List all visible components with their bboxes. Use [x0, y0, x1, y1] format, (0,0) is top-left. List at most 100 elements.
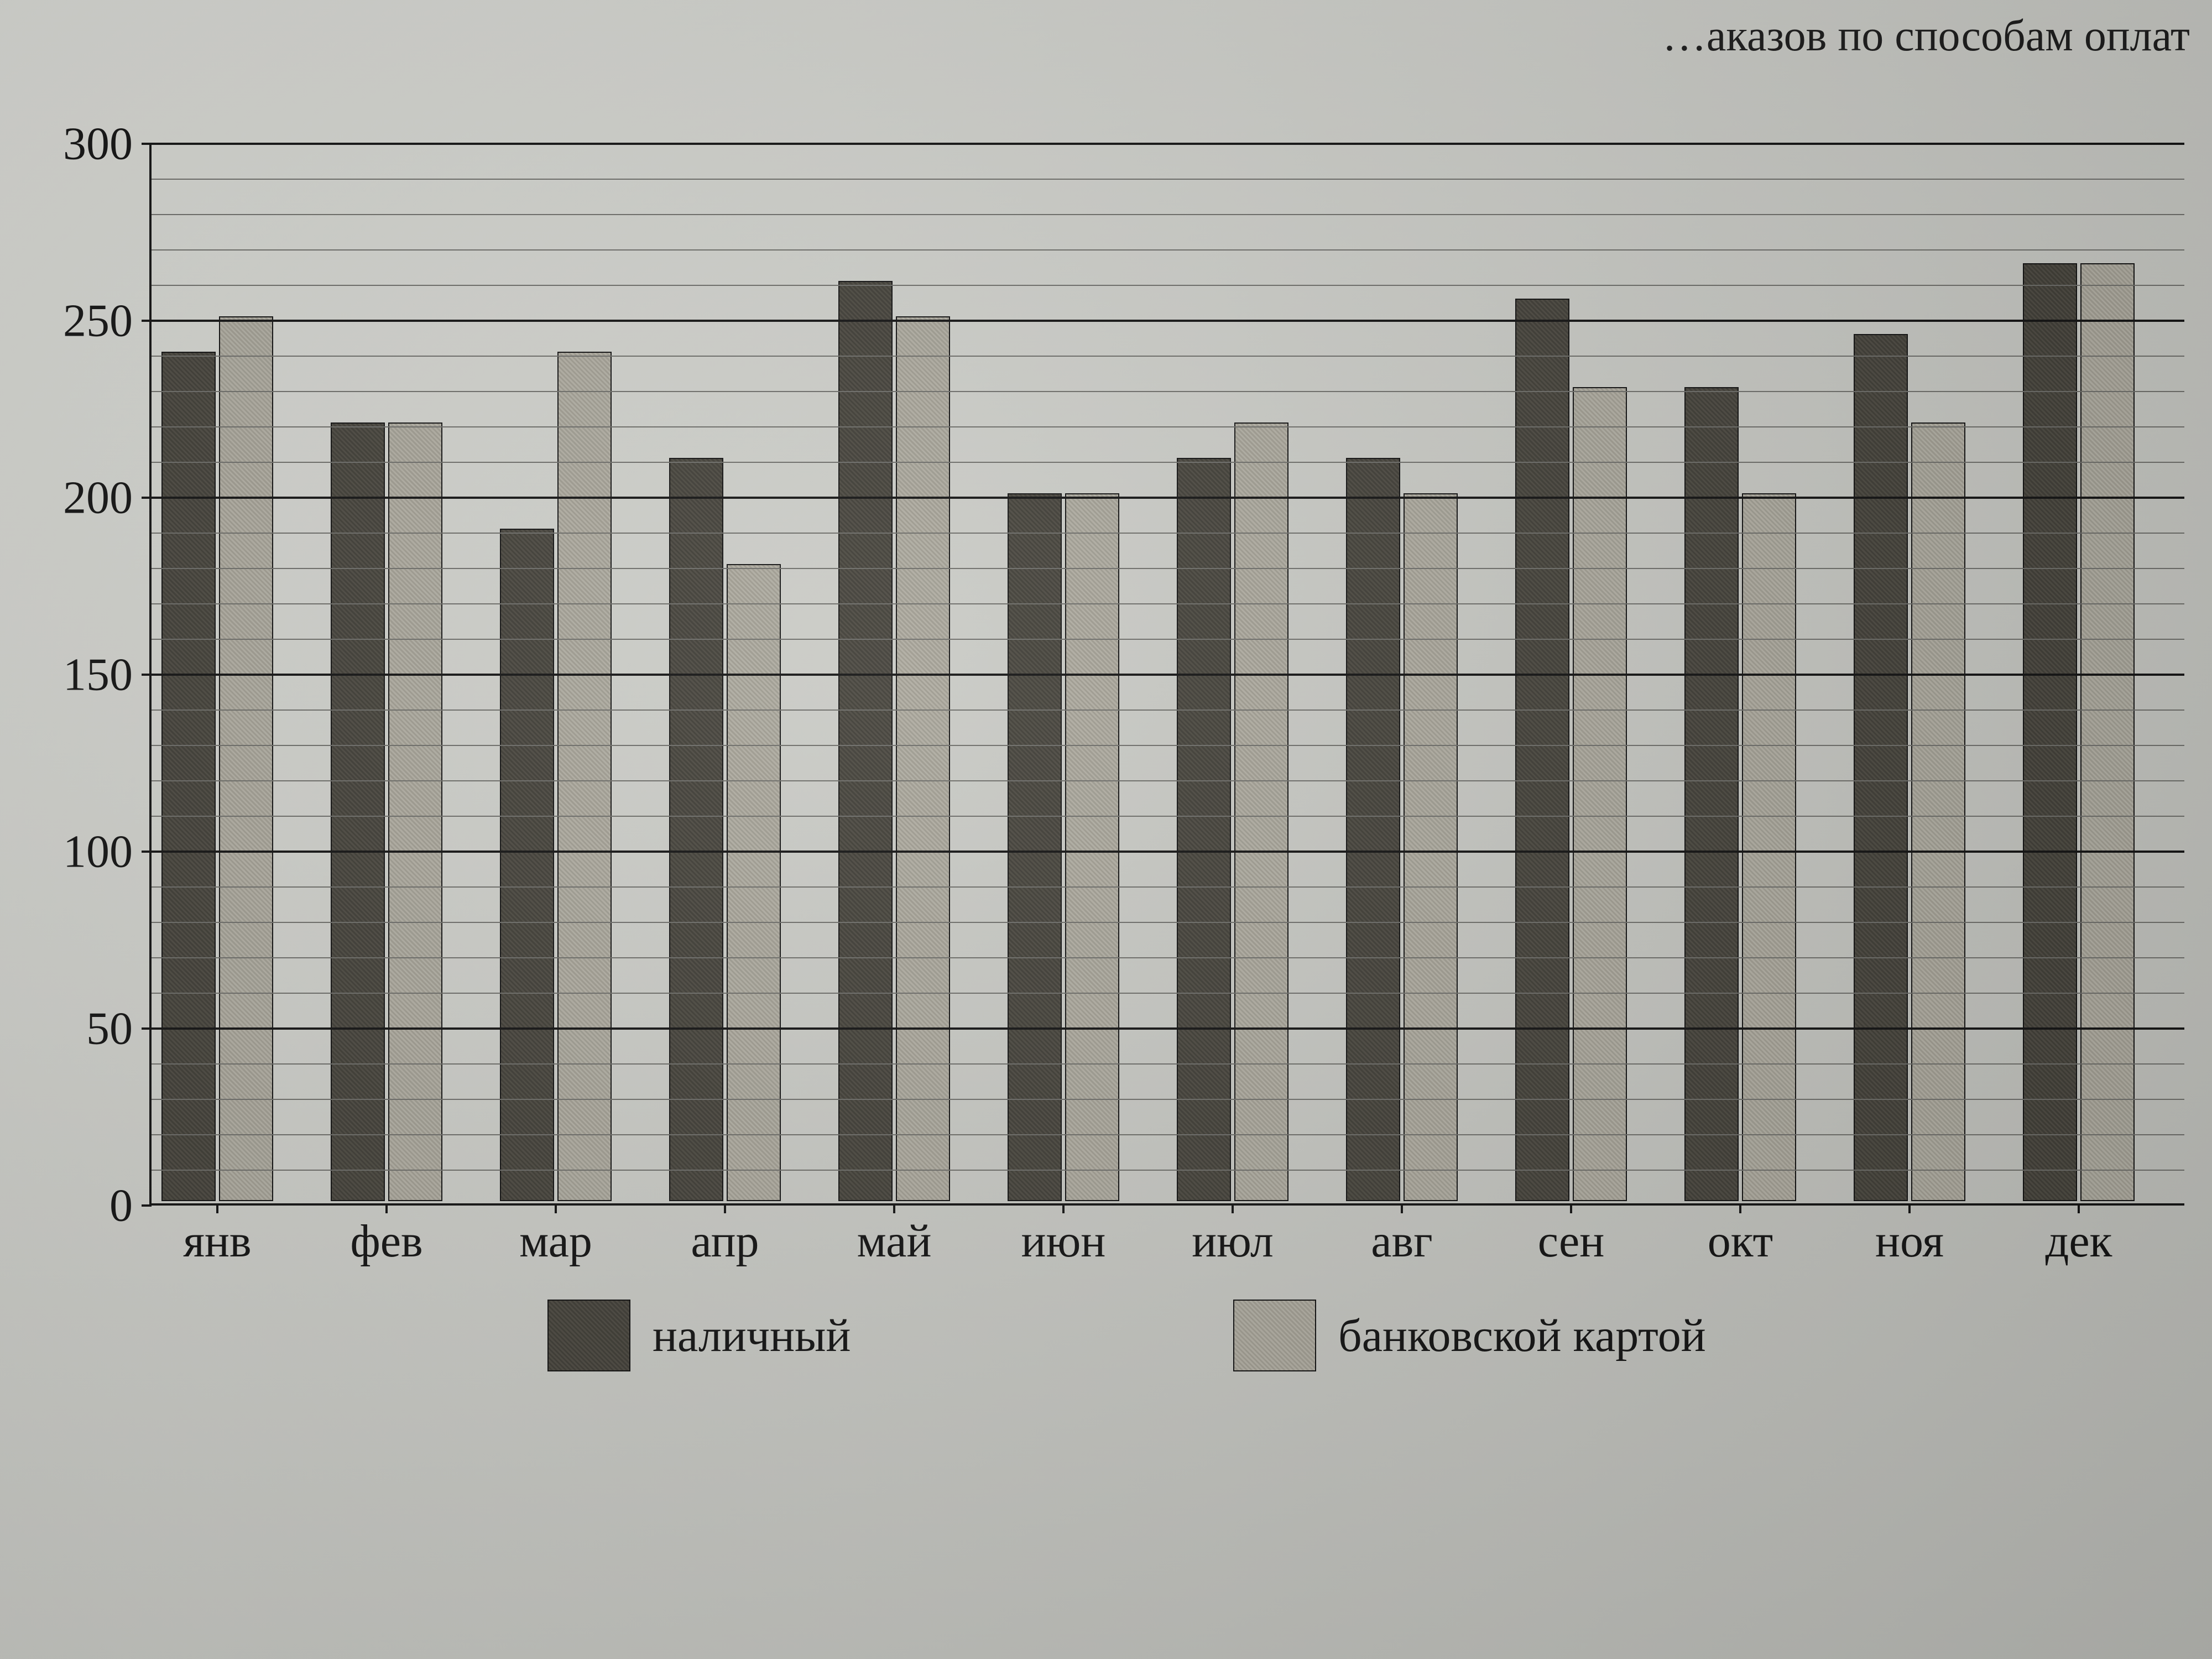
bar-group	[1854, 142, 1965, 1201]
bar-group	[1684, 142, 1796, 1201]
y-tick-mark	[142, 1027, 152, 1030]
orders-by-payment-chart: 050100150200250300 янвфевмарапрмайиюниюл…	[44, 144, 2190, 1360]
legend-swatch	[1233, 1300, 1316, 1371]
x-tick-mark	[1401, 1203, 1403, 1213]
bar-cash	[1684, 387, 1739, 1201]
bar-card	[727, 564, 781, 1201]
x-tick-label: сен	[1538, 1214, 1605, 1268]
gridline-minor	[152, 426, 2184, 427]
x-tick-mark	[555, 1203, 557, 1213]
bar-group	[838, 142, 950, 1201]
bar-group	[161, 142, 273, 1201]
x-tick-mark	[893, 1203, 895, 1213]
x-tick-label: янв	[183, 1214, 251, 1268]
bar-cash	[500, 529, 554, 1201]
x-tick-mark	[1232, 1203, 1234, 1213]
y-tick-label: 100	[44, 825, 133, 879]
x-tick-mark	[1908, 1203, 1911, 1213]
gridline-minor	[152, 285, 2184, 286]
legend-item: банковской картой	[1233, 1300, 1706, 1371]
bar-card	[2080, 263, 2135, 1201]
bar-group	[500, 142, 612, 1201]
y-tick-label: 50	[44, 1002, 133, 1056]
legend-swatch	[547, 1300, 630, 1371]
y-tick-label: 300	[44, 117, 133, 171]
gridline-minor	[152, 391, 2184, 392]
gridline-minor	[152, 1134, 2184, 1135]
gridline-minor	[152, 993, 2184, 994]
x-tick-mark	[385, 1203, 388, 1213]
bar-cash	[1854, 334, 1908, 1201]
bar-card	[1234, 422, 1288, 1201]
gridline-minor	[152, 249, 2184, 251]
bar-cash	[331, 422, 385, 1201]
bar-card	[896, 316, 950, 1201]
gridline-major	[152, 143, 2184, 145]
bar-cash	[1008, 493, 1062, 1201]
x-tick-label: апр	[691, 1214, 759, 1268]
bar-card	[388, 422, 442, 1201]
gridline-minor	[152, 214, 2184, 215]
legend: наличный банковской картой	[149, 1300, 2184, 1388]
bar-card	[219, 316, 273, 1201]
gridline-minor	[152, 886, 2184, 888]
bar-card	[1404, 493, 1458, 1201]
bar-card	[1573, 387, 1627, 1201]
legend-item: наличный	[547, 1300, 851, 1371]
bar-group	[1008, 142, 1119, 1201]
plot-area: янвфевмарапрмайиюниюлавгсеноктноядек	[149, 144, 2184, 1206]
gridline-minor	[152, 745, 2184, 746]
y-tick-mark	[142, 320, 152, 322]
y-tick-mark	[142, 497, 152, 499]
x-tick-label: июн	[1021, 1214, 1106, 1268]
gridline-minor	[152, 356, 2184, 357]
bar-group	[2023, 142, 2135, 1201]
x-tick-label: ноя	[1875, 1214, 1944, 1268]
y-tick-label: 250	[44, 294, 133, 348]
gridline-minor	[152, 922, 2184, 923]
y-axis: 050100150200250300	[44, 144, 144, 1206]
bar-cash	[1515, 299, 1569, 1201]
gridline-major	[152, 1027, 2184, 1030]
y-tick-mark	[142, 851, 152, 853]
gridline-major	[152, 320, 2184, 322]
x-tick-label: мар	[519, 1214, 592, 1268]
bar-card	[1065, 493, 1119, 1201]
x-tick-label: дек	[2046, 1214, 2112, 1268]
gridline-minor	[152, 1170, 2184, 1171]
gridline-minor	[152, 639, 2184, 640]
bar-cash	[669, 458, 723, 1201]
gridline-minor	[152, 603, 2184, 604]
gridline-minor	[152, 780, 2184, 781]
bar-group	[669, 142, 781, 1201]
gridline-major	[152, 497, 2184, 499]
bar-card	[1742, 493, 1796, 1201]
legend-label: банковской картой	[1338, 1309, 1706, 1363]
gridline-minor	[152, 1099, 2184, 1100]
bar-group	[1346, 142, 1458, 1201]
x-tick-label: май	[857, 1214, 932, 1268]
x-tick-label: окт	[1708, 1214, 1773, 1268]
gridline-minor	[152, 533, 2184, 534]
x-tick-label: июл	[1192, 1214, 1274, 1268]
y-tick-mark	[142, 1204, 152, 1207]
x-tick-mark	[216, 1203, 218, 1213]
bar-cash	[1177, 458, 1231, 1201]
y-tick-label: 200	[44, 471, 133, 525]
x-tick-label: фев	[350, 1214, 422, 1268]
bar-group	[1177, 142, 1288, 1201]
gridline-major	[152, 851, 2184, 853]
gridline-minor	[152, 568, 2184, 569]
bar-card	[1911, 422, 1965, 1201]
bar-cash	[2023, 263, 2077, 1201]
partial-title: …аказов по способам оплат	[1662, 11, 2190, 61]
x-tick-mark	[1739, 1203, 1741, 1213]
y-tick-label: 0	[44, 1179, 133, 1233]
x-tick-mark	[724, 1203, 726, 1213]
gridline-minor	[152, 816, 2184, 817]
page: …аказов по способам оплат 05010015020025…	[0, 0, 2212, 1659]
bar-group	[331, 142, 442, 1201]
y-tick-mark	[142, 674, 152, 676]
y-tick-mark	[142, 143, 152, 145]
bar-cash	[1346, 458, 1400, 1201]
